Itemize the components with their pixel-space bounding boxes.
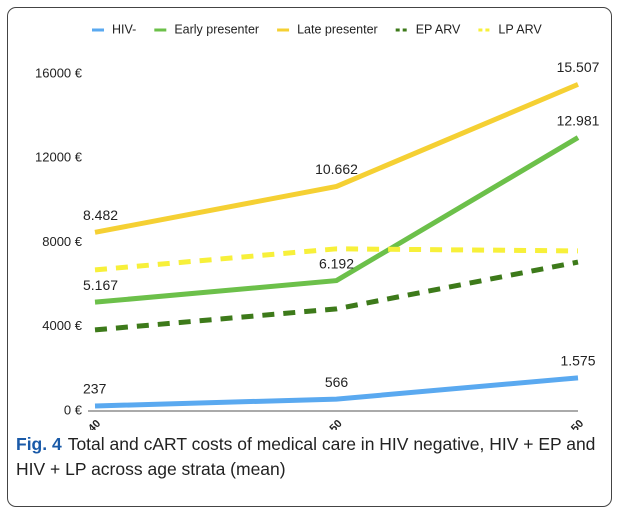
- series-line: [94, 82, 579, 235]
- frame: [7, 7, 612, 507]
- value-label: 5.167: [83, 277, 118, 293]
- legend-label: LP ARV: [498, 22, 542, 36]
- value-label: 8.482: [83, 207, 118, 223]
- series-line: [94, 259, 579, 333]
- y-tick-label: 8000 €: [42, 234, 83, 249]
- series-line: [94, 246, 579, 273]
- legend-label: Late presenter: [297, 22, 378, 36]
- y-tick-label: 4000 €: [42, 318, 83, 333]
- legend-label: Early presenter: [174, 22, 259, 36]
- x-tick-label: >50: [564, 418, 586, 430]
- value-label: 6.192: [319, 255, 354, 271]
- value-label: 566: [325, 374, 349, 390]
- series-line: [94, 375, 579, 409]
- x-tick-label: 41-50: [316, 418, 344, 430]
- legend-label: HIV-: [112, 22, 136, 36]
- series-line: [94, 135, 580, 305]
- value-label: 237: [83, 381, 107, 397]
- chart: 0 € 4000 € 8000 € 12000 € 16000 € < 40 41-50 >5…: [35, 22, 600, 430]
- caption-text: Total and cART costs of medical care in …: [16, 434, 596, 479]
- value-label: 15.507: [557, 59, 600, 75]
- value-label: 10.662: [315, 161, 358, 177]
- x-tick-label: < 40: [79, 418, 103, 430]
- y-tick-label: 12000 €: [35, 150, 83, 165]
- y-tick-label: 0 €: [64, 402, 83, 417]
- caption: Fig. 4 Total and cART costs of medical ca…: [16, 432, 612, 482]
- value-label: 12.981: [557, 112, 600, 128]
- value-label: 1.575: [560, 353, 595, 369]
- caption-label: Fig. 4: [16, 434, 62, 454]
- legend-label: EP ARV: [416, 22, 461, 36]
- y-tick-label: 16000 €: [35, 65, 83, 80]
